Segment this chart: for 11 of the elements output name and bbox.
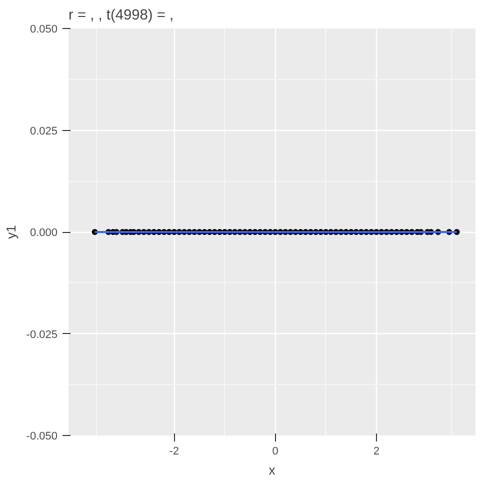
x-tick-label: -2 — [169, 446, 180, 458]
y-tick-label: 0.000 — [30, 227, 58, 239]
x-axis-title: x — [268, 462, 276, 478]
y-axis-title: y1 — [3, 225, 18, 239]
y-tick-label: 0.025 — [30, 125, 58, 138]
y-tick-label: -0.025 — [26, 328, 58, 341]
chart-title: r = , , t(4998) = , — [68, 8, 174, 24]
x-tick-label: 0 — [272, 446, 278, 458]
y-tick-label: -0.050 — [26, 430, 58, 442]
y-tick-label: 0.050 — [30, 24, 58, 36]
x-tick-label: 2 — [373, 446, 380, 458]
